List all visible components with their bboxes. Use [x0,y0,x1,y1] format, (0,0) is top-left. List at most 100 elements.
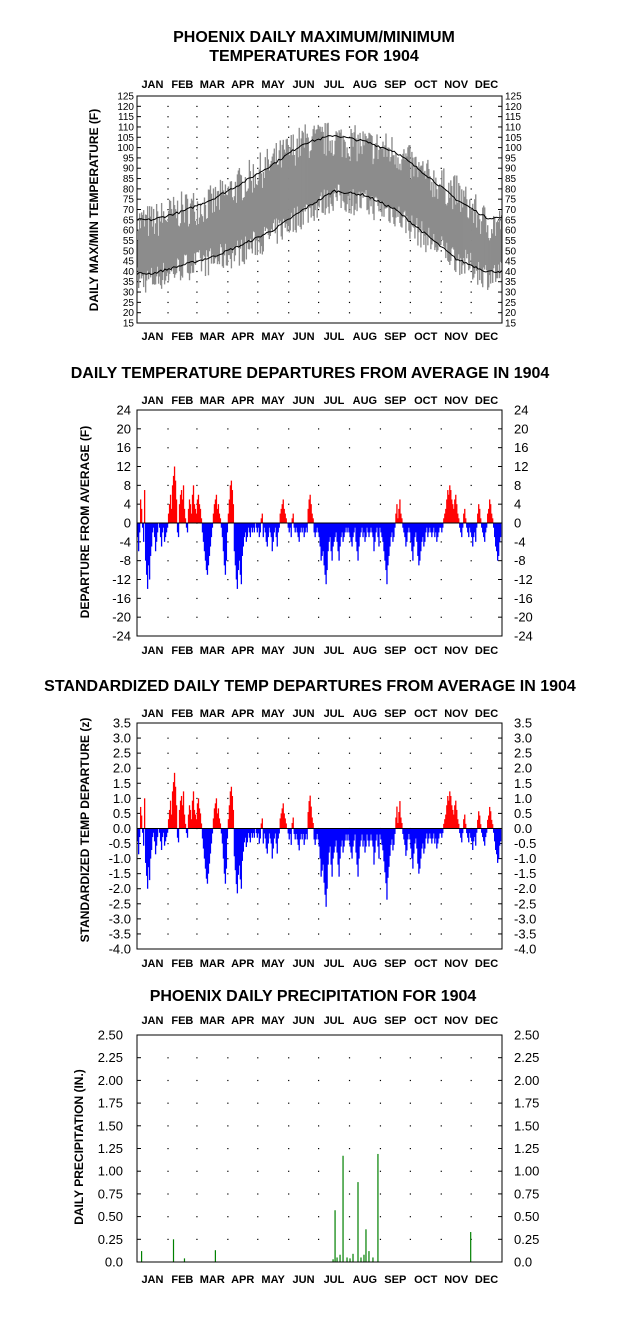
grid-dot [409,484,411,487]
daily-range-bar [417,177,419,246]
chart1-y-tick-right: 65 [505,215,517,226]
chart4-y-axis-label: DAILY PRECIPITATION (IN.) [72,1069,86,1225]
chart1-y-axis-label: DAILY MAX/MIN TEMPERATURE (F) [87,109,101,311]
daily-range-bar [170,209,173,272]
negative-departure-bar [405,523,407,547]
negative-departure-bar [402,828,404,834]
grid-dot [288,597,290,600]
grid-dot [409,579,411,581]
positive-departure-bar [227,513,230,523]
grid-dot [196,126,198,128]
grid-dot [379,737,382,739]
grid-dot [288,503,290,505]
daily-range-bar [248,159,251,250]
negative-departure-bar [263,828,265,834]
daily-range-bar [159,221,162,286]
chart4-y-tick-left: 2.50 [98,1028,123,1043]
positive-departure-bar [189,504,192,523]
grid-dot [196,752,198,754]
grid-dot [409,888,411,890]
negative-departure-bar [265,828,267,849]
daily-range-bar [276,164,278,244]
negative-departure-bar [472,523,474,547]
negative-departure-bar [243,828,246,843]
daily-range-bar [289,147,291,231]
grid-dot [470,888,472,890]
positive-departure-bar [143,490,146,523]
negative-departure-bar [253,523,255,533]
negative-departure-bar [371,523,373,533]
positive-departure-bar [219,823,222,829]
negative-departure-bar [300,828,302,834]
daily-range-bar [471,210,473,266]
daily-range-bar [205,219,208,251]
positive-departure-bar [184,518,187,523]
daily-range-bar [483,205,485,268]
daily-range-bar [303,147,305,208]
grid-dot [409,312,411,314]
negative-departure-bar [156,828,159,838]
daily-range-bar [229,181,232,259]
negative-departure-bar [220,828,223,834]
chart4-y-tick-right: 0.75 [514,1186,539,1201]
negative-departure-bar [392,828,394,851]
daily-range-bar [220,192,223,248]
chart2-month-label-top: MAY [261,395,285,407]
negative-departure-bar [484,523,486,542]
chart4-month-label-bottom: OCT [414,1274,438,1286]
grid-dot [470,178,472,180]
grid-dot [288,126,290,128]
daily-range-bar [237,170,240,248]
grid-dot [348,1148,351,1150]
negative-departure-bar [234,828,237,871]
grid-dot [167,301,169,304]
chart4-y-tick-left: 0.50 [98,1209,123,1224]
grid-dot [440,428,442,430]
negative-departure-bar [185,523,188,528]
grid-dot [379,1125,382,1127]
negative-departure-bar [233,523,236,552]
chart1-y-tick-right: 70 [505,205,517,216]
negative-departure-bar [150,523,153,547]
daily-range-bar [193,211,196,254]
negative-departure-bar [207,828,210,874]
negative-departure-bar [497,523,499,561]
daily-range-bar [213,211,216,264]
positive-departure-bar [229,485,232,523]
grid-dot [318,752,320,754]
negative-departure-bar [363,828,365,841]
daily-range-bar [422,161,424,231]
precipitation-bar [339,1254,341,1262]
positive-departure-bar [216,813,219,829]
grid-dot [440,291,442,293]
negative-departure-bar [253,828,255,838]
daily-range-bar [493,215,495,269]
positive-departure-bar [196,499,199,523]
chart2-month-label-bottom: MAR [200,645,225,657]
negative-departure-bar [255,828,257,834]
daily-range-bar [426,163,428,235]
negative-departure-bar [341,523,343,533]
daily-range-bar [387,147,389,208]
negative-departure-bar [366,828,368,835]
negative-departure-bar [369,523,371,533]
daily-range-bar [481,221,483,284]
daily-range-bar [415,156,417,225]
negative-departure-bar [412,828,414,869]
grid-dot [348,1193,351,1195]
grid-dot [288,918,290,920]
negative-departure-bar [352,523,354,538]
negative-departure-bar [365,828,367,847]
precipitation-bar [349,1258,351,1262]
chart1-month-label-bottom: MAR [200,331,225,343]
grid-dot [379,219,382,221]
grid-dot [409,1079,411,1082]
chart3-month-label-bottom: NOV [444,958,469,970]
negative-departure-bar [370,828,372,835]
negative-departure-bar [318,828,320,847]
negative-departure-bar [257,828,259,834]
chart3-month-label-top: JUN [293,708,315,720]
grid-dot [379,812,382,815]
grid-dot [257,797,259,800]
grid-dot [318,219,320,221]
